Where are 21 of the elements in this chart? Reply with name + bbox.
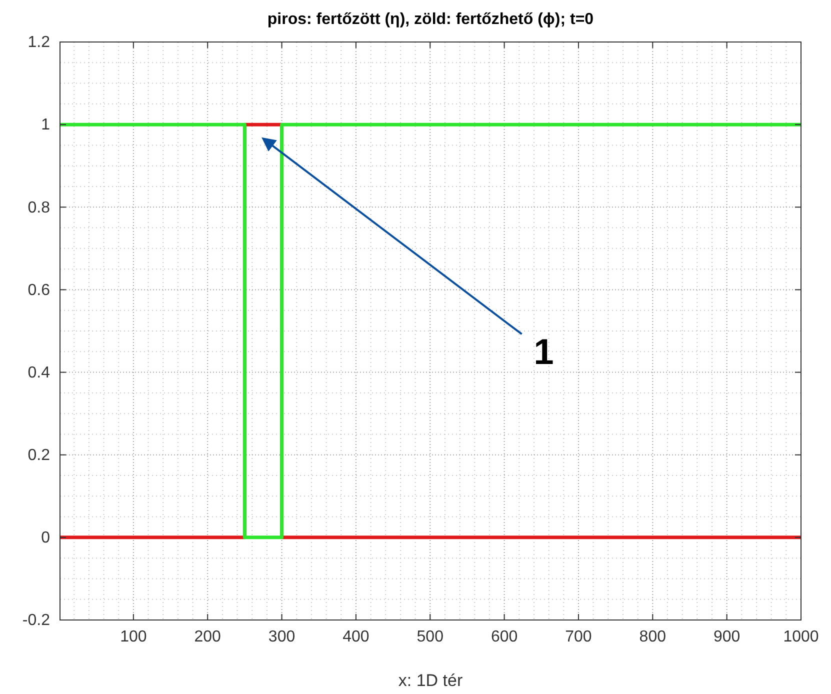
x-axis-title: x: 1D tér: [398, 671, 463, 690]
y-tick-label: 1.2: [28, 34, 50, 52]
y-tick-label: 0.8: [28, 199, 50, 216]
y-tick-label: 0.4: [28, 364, 50, 382]
x-tick-label: 400: [342, 628, 370, 646]
x-tick-label: 800: [639, 628, 666, 646]
x-tick-label: 500: [416, 628, 444, 646]
x-tick-label: 700: [565, 628, 592, 646]
x-tick-label: 200: [194, 628, 222, 646]
x-tick-label: 600: [490, 628, 518, 646]
y-tick-label: -0.2: [22, 612, 50, 630]
y-tick-label: 0: [41, 530, 50, 547]
y-tick-label: 1: [41, 116, 50, 134]
annotation: 1: [534, 331, 554, 372]
chart-title: piros: fertőzött (η), zöld: fertőzhető (ϕ); t=0: [267, 11, 594, 28]
x-tick-label: 1000: [783, 628, 819, 646]
y-tick-label: 0.2: [28, 446, 50, 464]
x-tick-label: 100: [120, 628, 147, 646]
x-tick-label: 900: [713, 628, 740, 646]
y-tick-label: 0.6: [28, 282, 50, 299]
x-tick-label: 300: [268, 628, 296, 646]
